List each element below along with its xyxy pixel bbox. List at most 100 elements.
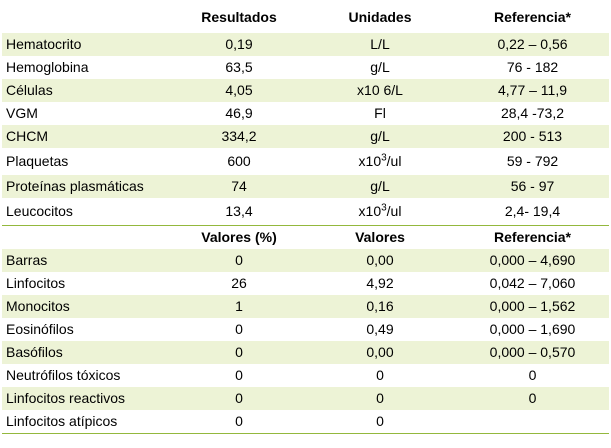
absolute-value: 0: [304, 410, 456, 434]
reference-range: 0,042 – 7,060: [456, 272, 609, 295]
percent-value: 0: [174, 410, 304, 434]
section1-header-cell: Referencia*: [493, 8, 572, 25]
parameter-name: Proteínas plasmáticas: [2, 175, 174, 198]
unit-text: g/L: [370, 59, 390, 75]
cell-type-name: Eosinófilos: [2, 318, 174, 341]
table-row: Plaquetas 600 x103/ul 59 - 792: [2, 148, 609, 175]
parameter-name: Hematocrito: [2, 33, 174, 56]
reference-range: 56 - 97: [456, 175, 609, 198]
percent-value: 0: [174, 364, 304, 387]
reference-range: 0,000 – 4,690: [456, 249, 609, 272]
unit-suffix: /ul: [386, 153, 402, 169]
percent-value: 1: [174, 295, 304, 318]
unit-text: Fl: [374, 105, 386, 121]
result-value: 600: [174, 148, 304, 175]
unit-text: x10: [358, 153, 382, 169]
cell-type-name: Linfocitos reactivos: [2, 387, 174, 410]
section2-header-cell: Valores (%): [201, 229, 277, 245]
unit-cell: L/L: [304, 33, 456, 56]
absolute-value: 0,16: [304, 295, 456, 318]
reference-range: 4,77 – 11,9: [456, 79, 609, 102]
reference-range: 59 - 792: [456, 148, 609, 175]
result-value: 0,19: [174, 33, 304, 56]
parameter-name: Plaquetas: [2, 148, 174, 175]
table-row: Basófilos 0 0,00 0,000 – 0,570: [2, 341, 609, 364]
absolute-value: 0: [304, 387, 456, 410]
cell-type-name: Monocitos: [2, 295, 174, 318]
percent-value: 0: [174, 318, 304, 341]
unit-text: x10: [358, 203, 382, 219]
unit-cell: g/L: [304, 56, 456, 79]
table-row: Células 4,05 x10 6/L 4,77 – 11,9: [2, 79, 609, 102]
absolute-value: 0,49: [304, 318, 456, 341]
unit-cell: x10 6/L: [304, 79, 456, 102]
table-row: Neutrófilos tóxicos 0 0 0: [2, 364, 609, 387]
reference-range: 0,22 – 0,56: [456, 33, 609, 56]
reference-range: 2,4- 19,4: [456, 198, 609, 226]
section2-header-cell: Valores: [355, 229, 405, 245]
unit-text: g/L: [370, 128, 390, 144]
unit-cell: x103/ul: [304, 148, 456, 175]
unit-cell: g/L: [304, 125, 456, 148]
result-value: 63,5: [174, 56, 304, 79]
cell-type-name: Basófilos: [2, 341, 174, 364]
table-row: Hemoglobina 63,5 g/L 76 - 182: [2, 56, 609, 79]
reference-range: 200 - 513: [456, 125, 609, 148]
cell-type-name: Neutrófilos tóxicos: [2, 364, 174, 387]
section2-header-cell: Referencia*: [493, 229, 572, 245]
unit-exponent: 3: [381, 152, 387, 164]
reference-range: 0,000 – 1,562: [456, 295, 609, 318]
percent-value: 0: [174, 387, 304, 410]
parameter-name: Células: [2, 79, 174, 102]
table-row: VGM 46,9 Fl 28,4 -73,2: [2, 102, 609, 125]
result-value: 13,4: [174, 198, 304, 226]
percent-value: 0: [174, 341, 304, 364]
absolute-value: 4,92: [304, 272, 456, 295]
table-row: Proteínas plasmáticas 74 g/L 56 - 97: [2, 175, 609, 198]
reference-range: 0: [456, 364, 609, 387]
cell-type-name: Linfocitos: [2, 272, 174, 295]
table-row: Eosinófilos 0 0,49 0,000 – 1,690: [2, 318, 609, 341]
result-value: 46,9: [174, 102, 304, 125]
section2-header-cell: [2, 226, 174, 250]
parameter-name: Hemoglobina: [2, 56, 174, 79]
reference-range: 0: [456, 387, 609, 410]
section1-header-cell: Resultados: [201, 8, 277, 25]
table-row: CHCM 334,2 g/L 200 - 513: [2, 125, 609, 148]
unit-cell: x103/ul: [304, 198, 456, 226]
absolute-value: 0,00: [304, 249, 456, 272]
table-row: Linfocitos 26 4,92 0,042 – 7,060: [2, 272, 609, 295]
unit-text: L/L: [370, 36, 390, 52]
absolute-value: 0: [304, 364, 456, 387]
unit-cell: Fl: [304, 102, 456, 125]
parameter-name: Leucocitos: [2, 198, 174, 226]
reference-range: 28,4 -73,2: [456, 102, 609, 125]
cell-type-name: Barras: [2, 249, 174, 272]
unit-text: x10 6/L: [357, 82, 403, 98]
section1-header-row: Resultados Unidades Referencia*: [2, 0, 609, 33]
absolute-value: 0,00: [304, 341, 456, 364]
percent-value: 26: [174, 272, 304, 295]
unit-suffix: /ul: [386, 203, 402, 219]
table-row: Barras 0 0,00 0,000 – 4,690: [2, 249, 609, 272]
unit-cell: g/L: [304, 175, 456, 198]
parameter-name: CHCM: [2, 125, 174, 148]
unit-text: g/L: [370, 178, 390, 194]
table-row: Leucocitos 13,4 x103/ul 2,4- 19,4: [2, 198, 609, 226]
cell-type-name: Linfocitos atípicos: [2, 410, 174, 434]
table-row: Hematocrito 0,19 L/L 0,22 – 0,56: [2, 33, 609, 56]
reference-range: 0,000 – 0,570: [456, 341, 609, 364]
section1-header-cell: Unidades: [348, 8, 412, 25]
section2-header-row: Valores (%) Valores Referencia*: [2, 226, 609, 250]
lab-results-table: Resultados Unidades Referencia* Hematocrito…: [2, 0, 609, 434]
reference-range: [456, 410, 609, 434]
parameter-name: VGM: [2, 102, 174, 125]
table-row: Monocitos 1 0,16 0,000 – 1,562: [2, 295, 609, 318]
percent-value: 0: [174, 249, 304, 272]
unit-exponent: 3: [381, 202, 387, 214]
result-value: 334,2: [174, 125, 304, 148]
table-row: Linfocitos atípicos 0 0: [2, 410, 609, 434]
result-value: 4,05: [174, 79, 304, 102]
section1-header-cell: [2, 0, 174, 33]
reference-range: 0,000 – 1,690: [456, 318, 609, 341]
